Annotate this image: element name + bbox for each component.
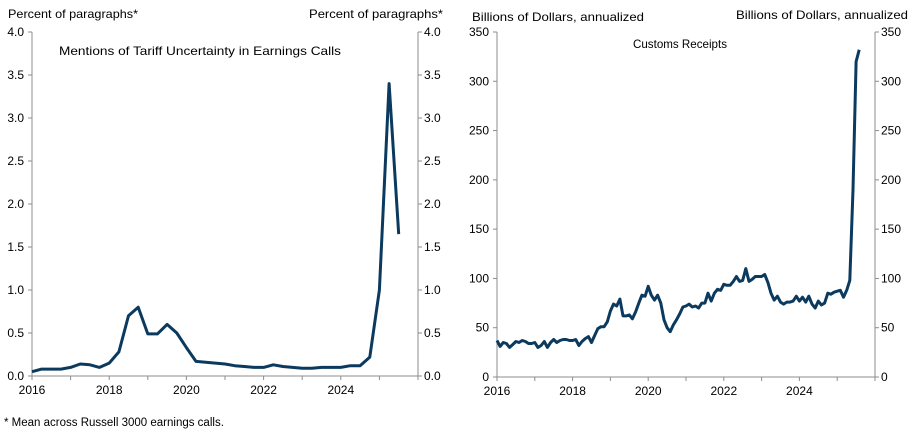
y-tick-label-left: 250 bbox=[469, 124, 489, 138]
x-tick-label: 2018 bbox=[96, 383, 123, 397]
y-tick-label-left: 150 bbox=[469, 222, 489, 236]
y-tick-label-right: 50 bbox=[881, 321, 895, 335]
y-tick-label-right: 3.5 bbox=[424, 68, 441, 82]
left-y-label-right: Percent of paragraphs* bbox=[309, 7, 443, 21]
y-tick-label-right: 0 bbox=[881, 370, 888, 384]
y-tick-label-right: 2.0 bbox=[424, 197, 441, 211]
y-tick-label-left: 200 bbox=[469, 173, 489, 187]
x-tick-label: 2016 bbox=[484, 384, 511, 398]
x-tick-label: 2024 bbox=[786, 384, 813, 398]
x-tick-label: 2018 bbox=[559, 384, 586, 398]
right-chart-title: Customs Receipts bbox=[633, 37, 727, 51]
y-tick-label-right: 3.0 bbox=[424, 111, 441, 125]
x-tick-label: 2022 bbox=[250, 383, 277, 397]
y-tick-label-left: 0.5 bbox=[7, 326, 24, 340]
right-y-label-left: Billions of Dollars, annualized bbox=[472, 10, 644, 24]
y-tick-label-right: 1.5 bbox=[424, 240, 441, 254]
y-tick-label-left: 3.0 bbox=[7, 111, 24, 125]
y-tick-label-left: 100 bbox=[469, 271, 489, 285]
series-line bbox=[31, 82, 401, 374]
y-tick-label-right: 0.0 bbox=[424, 369, 441, 383]
y-tick-label-left: 3.5 bbox=[7, 68, 24, 82]
x-tick-label: 2022 bbox=[710, 384, 737, 398]
y-tick-label-right: 100 bbox=[881, 271, 901, 285]
y-tick-label-right: 200 bbox=[881, 173, 901, 187]
y-tick-label-right: 350 bbox=[881, 25, 901, 39]
left-chart: 0.0 0.0 0.5 0.5 1.0 1.0 1.5 1.5 2.0 2.0 2.5 2.5 3.0 3… bbox=[7, 25, 441, 397]
y-tick-label-left: 300 bbox=[469, 74, 489, 88]
footnote: * Mean across Russell 3000 earnings call… bbox=[4, 417, 224, 429]
y-tick-label-right: 150 bbox=[881, 222, 901, 236]
y-tick-label-right: 2.5 bbox=[424, 154, 441, 168]
x-tick-label: 2016 bbox=[19, 383, 46, 397]
x-tick-label: 2020 bbox=[635, 384, 662, 398]
y-tick-label-left: 1.5 bbox=[7, 240, 24, 254]
x-tick-label: 2024 bbox=[327, 383, 354, 397]
left-chart-title: Mentions of Tariff Uncertainty in Earnin… bbox=[59, 44, 341, 58]
y-tick-label-right: 300 bbox=[881, 74, 901, 88]
y-tick-label-left: 1.0 bbox=[7, 283, 24, 297]
y-tick-label-left: 0.0 bbox=[7, 369, 24, 383]
y-tick-label-left: 350 bbox=[469, 25, 489, 39]
right-chart: 0 0 50 50 100 100 150 150 200 200 250 250 300 300 350 3… bbox=[469, 25, 901, 398]
y-tick-label-left: 2.5 bbox=[7, 154, 24, 168]
y-tick-label-right: 4.0 bbox=[424, 25, 441, 39]
y-tick-label-left: 50 bbox=[476, 321, 490, 335]
y-tick-label-left: 4.0 bbox=[7, 25, 24, 39]
y-tick-label-right: 0.5 bbox=[424, 326, 441, 340]
y-tick-label-right: 1.0 bbox=[424, 283, 441, 297]
series-line bbox=[495, 49, 861, 349]
y-tick-label-left: 0 bbox=[482, 370, 489, 384]
right-y-label-right: Billions of Dollars, annualized bbox=[736, 8, 908, 22]
y-tick-label-left: 2.0 bbox=[7, 197, 24, 211]
left-y-label-left: Percent of paragraphs* bbox=[8, 7, 138, 21]
y-tick-label-right: 250 bbox=[881, 124, 901, 138]
x-tick-label: 2020 bbox=[173, 383, 200, 397]
